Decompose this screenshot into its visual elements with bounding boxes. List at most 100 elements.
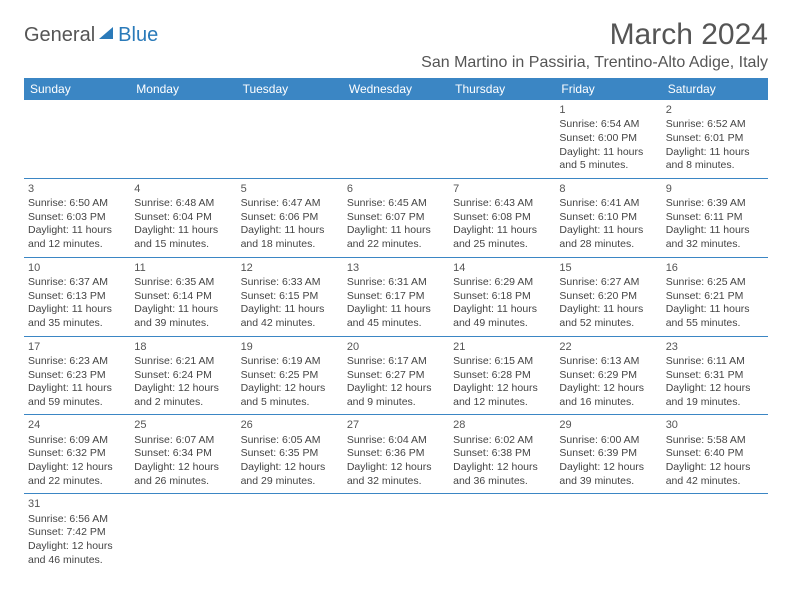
week-row: 24Sunrise: 6:09 AMSunset: 6:32 PMDayligh…: [24, 415, 768, 494]
day-cell: 23Sunrise: 6:11 AMSunset: 6:31 PMDayligh…: [662, 337, 768, 415]
daylight-text-2: and 46 minutes.: [28, 554, 126, 568]
title-block: March 2024 San Martino in Passiria, Tren…: [421, 18, 768, 72]
weekday-tuesday: Tuesday: [237, 78, 343, 100]
sunrise-text: Sunrise: 6:00 AM: [559, 434, 657, 448]
daylight-text-2: and 26 minutes.: [134, 475, 232, 489]
day-cell: 29Sunrise: 6:00 AMSunset: 6:39 PMDayligh…: [555, 415, 661, 493]
sunrise-text: Sunrise: 6:52 AM: [666, 118, 764, 132]
daylight-text: Daylight: 11 hours: [28, 224, 126, 238]
sunrise-text: Sunrise: 6:31 AM: [347, 276, 445, 290]
day-cell: 28Sunrise: 6:02 AMSunset: 6:38 PMDayligh…: [449, 415, 555, 493]
daylight-text: Daylight: 11 hours: [28, 303, 126, 317]
day-number: 2: [666, 103, 764, 117]
daylight-text: Daylight: 11 hours: [453, 224, 551, 238]
daylight-text: Daylight: 11 hours: [134, 303, 232, 317]
day-cell: 15Sunrise: 6:27 AMSunset: 6:20 PMDayligh…: [555, 258, 661, 336]
day-number: 4: [134, 182, 232, 196]
daylight-text: Daylight: 11 hours: [666, 146, 764, 160]
day-number: 6: [347, 182, 445, 196]
sunset-text: Sunset: 6:38 PM: [453, 447, 551, 461]
day-number: 26: [241, 418, 339, 432]
daylight-text-2: and 15 minutes.: [134, 238, 232, 252]
day-empty: [130, 100, 236, 178]
day-cell: 27Sunrise: 6:04 AMSunset: 6:36 PMDayligh…: [343, 415, 449, 493]
day-number: 15: [559, 261, 657, 275]
day-number: 30: [666, 418, 764, 432]
header: GeneralBlue March 2024 San Martino in Pa…: [24, 18, 768, 72]
sunrise-text: Sunrise: 6:33 AM: [241, 276, 339, 290]
daylight-text: Daylight: 11 hours: [666, 303, 764, 317]
sunrise-text: Sunrise: 6:15 AM: [453, 355, 551, 369]
day-cell: 22Sunrise: 6:13 AMSunset: 6:29 PMDayligh…: [555, 337, 661, 415]
day-number: 28: [453, 418, 551, 432]
day-cell: 16Sunrise: 6:25 AMSunset: 6:21 PMDayligh…: [662, 258, 768, 336]
daylight-text-2: and 28 minutes.: [559, 238, 657, 252]
daylight-text-2: and 32 minutes.: [347, 475, 445, 489]
daylight-text: Daylight: 12 hours: [559, 461, 657, 475]
sunrise-text: Sunrise: 6:27 AM: [559, 276, 657, 290]
sunset-text: Sunset: 6:20 PM: [559, 290, 657, 304]
weekday-monday: Monday: [130, 78, 236, 100]
daylight-text-2: and 49 minutes.: [453, 317, 551, 331]
sunrise-text: Sunrise: 6:47 AM: [241, 197, 339, 211]
sunrise-text: Sunrise: 6:35 AM: [134, 276, 232, 290]
day-empty: [662, 494, 768, 572]
day-number: 23: [666, 340, 764, 354]
weekday-header: Sunday Monday Tuesday Wednesday Thursday…: [24, 78, 768, 100]
day-cell: 9Sunrise: 6:39 AMSunset: 6:11 PMDaylight…: [662, 179, 768, 257]
sunset-text: Sunset: 6:35 PM: [241, 447, 339, 461]
daylight-text-2: and 55 minutes.: [666, 317, 764, 331]
week-row: 17Sunrise: 6:23 AMSunset: 6:23 PMDayligh…: [24, 337, 768, 416]
day-empty: [449, 100, 555, 178]
calendar: Sunday Monday Tuesday Wednesday Thursday…: [24, 78, 768, 572]
day-cell: 20Sunrise: 6:17 AMSunset: 6:27 PMDayligh…: [343, 337, 449, 415]
day-cell: 2 Sunrise: 6:52 AM Sunset: 6:01 PM Dayli…: [662, 100, 768, 178]
daylight-text: Daylight: 12 hours: [347, 461, 445, 475]
sunset-text: Sunset: 6:03 PM: [28, 211, 126, 225]
sunrise-text: Sunrise: 6:04 AM: [347, 434, 445, 448]
sunrise-text: Sunrise: 6:23 AM: [28, 355, 126, 369]
daylight-text: Daylight: 11 hours: [347, 303, 445, 317]
day-empty: [343, 100, 449, 178]
day-number: 16: [666, 261, 764, 275]
daylight-text: Daylight: 11 hours: [559, 303, 657, 317]
daylight-text-2: and 39 minutes.: [559, 475, 657, 489]
day-empty: [24, 100, 130, 178]
sunrise-text: Sunrise: 6:11 AM: [666, 355, 764, 369]
daylight-text: Daylight: 12 hours: [241, 461, 339, 475]
day-number: 27: [347, 418, 445, 432]
day-number: 10: [28, 261, 126, 275]
sunset-text: Sunset: 6:31 PM: [666, 369, 764, 383]
daylight-text-2: and 35 minutes.: [28, 317, 126, 331]
day-empty: [237, 100, 343, 178]
sunrise-text: Sunrise: 6:48 AM: [134, 197, 232, 211]
daylight-text-2: and 36 minutes.: [453, 475, 551, 489]
daylight-text-2: and 42 minutes.: [241, 317, 339, 331]
day-empty: [130, 494, 236, 572]
sunrise-text: Sunrise: 6:02 AM: [453, 434, 551, 448]
day-number: 29: [559, 418, 657, 432]
day-empty: [555, 494, 661, 572]
daylight-text-2: and 39 minutes.: [134, 317, 232, 331]
sunset-text: Sunset: 6:06 PM: [241, 211, 339, 225]
sunset-text: Sunset: 6:24 PM: [134, 369, 232, 383]
weekday-friday: Friday: [555, 78, 661, 100]
day-cell: 24Sunrise: 6:09 AMSunset: 6:32 PMDayligh…: [24, 415, 130, 493]
day-cell: 31Sunrise: 6:56 AMSunset: 7:42 PMDayligh…: [24, 494, 130, 572]
daylight-text: Daylight: 11 hours: [241, 303, 339, 317]
logo-text: GeneralBlue: [24, 24, 158, 47]
weekday-thursday: Thursday: [449, 78, 555, 100]
weekday-sunday: Sunday: [24, 78, 130, 100]
sunset-text: Sunset: 6:15 PM: [241, 290, 339, 304]
day-number: 24: [28, 418, 126, 432]
sunset-text: Sunset: 6:17 PM: [347, 290, 445, 304]
daylight-text-2: and 2 minutes.: [134, 396, 232, 410]
daylight-text: Daylight: 12 hours: [559, 382, 657, 396]
daylight-text-2: and 18 minutes.: [241, 238, 339, 252]
daylight-text-2: and 42 minutes.: [666, 475, 764, 489]
sunset-text: Sunset: 6:13 PM: [28, 290, 126, 304]
day-number: 17: [28, 340, 126, 354]
sunset-text: Sunset: 6:18 PM: [453, 290, 551, 304]
daylight-text-2: and 8 minutes.: [666, 159, 764, 173]
daylight-text-2: and 19 minutes.: [666, 396, 764, 410]
